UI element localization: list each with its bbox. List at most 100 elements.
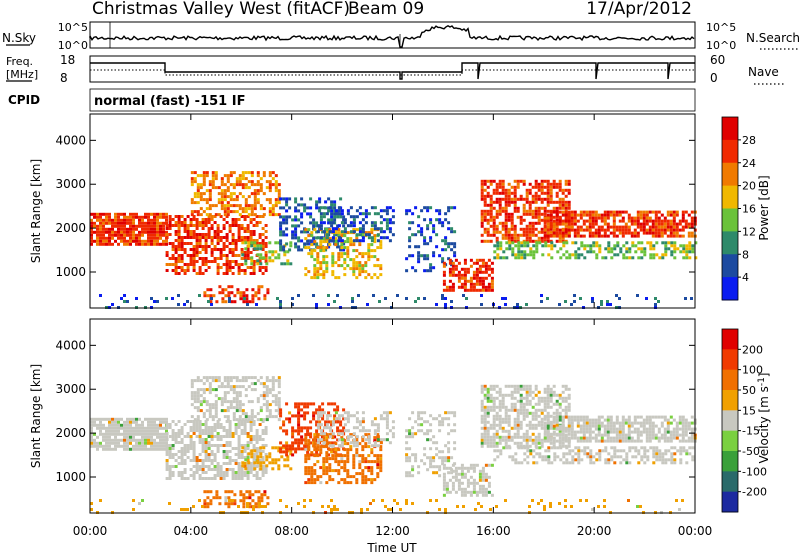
range-cell	[352, 475, 356, 479]
range-cell	[265, 198, 269, 202]
range-cell	[370, 460, 374, 464]
range-cell	[90, 432, 93, 436]
range-cell	[252, 444, 256, 447]
range-cell	[96, 233, 99, 237]
range-cell	[210, 303, 213, 306]
range-cell	[480, 444, 484, 448]
range-cell	[141, 432, 144, 436]
range-cell	[249, 441, 253, 444]
range-cell	[355, 249, 359, 253]
range-cell	[254, 294, 258, 298]
range-cell	[670, 250, 674, 254]
range-cell	[669, 234, 673, 238]
range-cell	[543, 234, 547, 238]
range-cell	[540, 206, 544, 210]
range-cell	[364, 475, 368, 479]
range-cell	[156, 233, 159, 237]
range-cell	[361, 457, 365, 461]
range-cell	[171, 453, 175, 456]
range-cell	[129, 215, 132, 219]
range-cell	[147, 233, 150, 237]
range-cell	[490, 261, 494, 265]
range-cell	[654, 225, 658, 229]
range-cell	[307, 439, 311, 443]
range-cell	[259, 376, 263, 380]
range-cell	[240, 215, 244, 218]
range-cell	[135, 444, 138, 448]
range-cell	[120, 423, 123, 427]
range-cell	[529, 250, 533, 254]
range-cell	[490, 282, 494, 286]
range-cell	[99, 294, 102, 297]
range-cell	[318, 206, 322, 210]
range-cell	[486, 221, 490, 225]
range-cell	[480, 239, 484, 243]
range-cell	[225, 233, 229, 236]
range-cell	[495, 209, 499, 213]
range-cell	[217, 376, 221, 380]
range-cell	[226, 186, 230, 190]
range-cell	[285, 450, 289, 454]
range-cell	[640, 250, 644, 254]
range-cell	[135, 227, 138, 231]
range-cell	[250, 412, 254, 416]
range-cell	[340, 444, 344, 448]
range-cell	[657, 228, 661, 232]
range-cell	[382, 230, 386, 234]
range-cell	[561, 213, 565, 217]
range-cell	[522, 417, 526, 421]
range-cell	[546, 239, 550, 243]
range-cell	[487, 490, 491, 494]
range-cell	[144, 426, 147, 430]
range-cell	[253, 189, 257, 193]
range-cell	[319, 423, 323, 427]
range-cell	[168, 257, 172, 260]
range-cell	[325, 261, 329, 265]
range-cell	[546, 191, 550, 195]
range-cell	[391, 221, 395, 225]
range-cell	[411, 233, 415, 237]
range-cell	[426, 206, 430, 210]
range-cell	[561, 429, 565, 433]
range-cell	[591, 210, 595, 214]
range-cell	[565, 241, 569, 245]
range-cell	[513, 179, 517, 183]
range-cell	[519, 435, 523, 439]
range-cell	[262, 403, 266, 407]
range-cell	[297, 414, 301, 418]
range-cell	[552, 179, 556, 183]
range-cell	[543, 225, 547, 229]
range-cell	[513, 206, 517, 210]
range-cell	[370, 444, 374, 448]
range-cell	[622, 244, 626, 248]
range-cell	[138, 444, 141, 448]
range-cell	[297, 438, 301, 442]
range-cell	[376, 472, 380, 476]
range-cell	[255, 453, 259, 456]
range-cell	[253, 467, 257, 471]
range-cell	[268, 455, 272, 459]
range-cell	[660, 219, 664, 223]
range-cell	[285, 429, 289, 433]
range-cell	[129, 227, 132, 231]
range-cell	[250, 452, 254, 456]
range-cell	[645, 297, 648, 300]
range-cell	[513, 191, 517, 195]
range-cell	[504, 414, 508, 418]
range-cell	[159, 236, 162, 240]
range-cell	[489, 423, 493, 427]
range-cell	[255, 432, 259, 435]
range-cell	[132, 429, 135, 433]
range-cell	[462, 294, 465, 297]
range-cell	[480, 215, 484, 219]
range-cell	[271, 376, 275, 380]
range-cell	[484, 472, 488, 476]
range-cell	[259, 253, 263, 257]
range-cell	[189, 236, 193, 239]
range-cell	[411, 453, 415, 457]
range-cell	[588, 225, 592, 229]
range-cell	[457, 481, 461, 485]
range-cell	[310, 249, 314, 253]
range-cell	[226, 210, 230, 214]
range-cell	[294, 227, 298, 231]
